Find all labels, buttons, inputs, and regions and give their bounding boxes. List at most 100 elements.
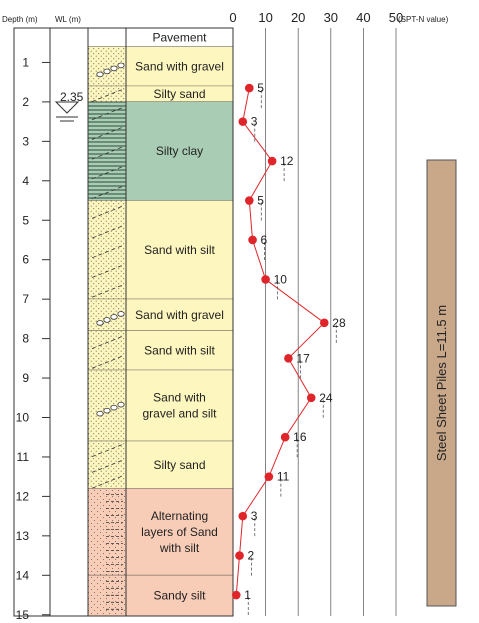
gravel-icon [96, 320, 104, 326]
water-level-triangle [54, 101, 80, 114]
spt-value-label: 2 [248, 549, 255, 563]
depth-tick-label: 6 [22, 253, 29, 267]
spt-value-label: 5 [257, 81, 264, 95]
spt-value-label: 11 [277, 470, 290, 484]
layer-name: Alternating [151, 509, 208, 523]
gravel-icon [110, 65, 118, 72]
water-level-label: 2.35 [60, 90, 84, 104]
gravel-icon [117, 311, 125, 317]
spt-value-label: 28 [332, 316, 346, 330]
layer-fill [126, 101, 233, 201]
spt-point [248, 235, 257, 245]
gravel-icon [96, 410, 104, 417]
layer-hatch [91, 166, 123, 180]
spt-point [319, 318, 329, 328]
depth-tick-label: 14 [16, 568, 30, 582]
gravel-icon [117, 401, 125, 408]
layer-fill [126, 330, 233, 371]
depth-tick-label: 2 [22, 95, 29, 109]
depth-tick-label: 15 [16, 608, 30, 622]
spt-tick-label: 0 [229, 10, 236, 25]
layer-hatch [91, 475, 123, 489]
spt-point [267, 156, 277, 166]
spt-point [261, 275, 270, 284]
layer-fill [126, 200, 233, 300]
gravel-icon [96, 71, 104, 78]
layer-pattern [88, 101, 126, 201]
layer-name: Silty clay [156, 144, 203, 158]
layer-pattern [88, 330, 126, 371]
spt-grid [265, 28, 397, 616]
depth-header-label: Depth (m) [2, 15, 38, 24]
layer-hatch [91, 146, 123, 160]
layer-name: Pavement [152, 30, 207, 44]
layer-name: Sand with gravel [135, 59, 224, 73]
layer-name: Sand with silt [144, 243, 215, 257]
layer-name: with silt [159, 541, 200, 555]
spt-value-label: 16 [293, 430, 307, 444]
layer-fill [126, 370, 233, 442]
layer-name: Sandy silt [153, 589, 206, 603]
spt-value-label: 24 [319, 391, 333, 405]
layer-pattern [88, 86, 126, 102]
spt-value-label: 5 [257, 194, 264, 208]
layer-hatch [91, 460, 123, 473]
layer-hatch [91, 107, 123, 121]
layer-fill [126, 86, 233, 102]
depth-tick-label: 12 [16, 489, 30, 503]
layer-fill [126, 46, 233, 87]
depth-tick-label: 13 [16, 529, 30, 543]
spt-point [238, 117, 248, 126]
pile-label: Steel Sheet Piles L=11.5 m [434, 305, 449, 461]
layer-fill [126, 299, 233, 331]
spt-value-label: 17 [296, 351, 310, 365]
spt-tick-label: 10 [258, 10, 272, 25]
frame-border [13, 27, 234, 617]
layer-pattern [88, 200, 126, 300]
layer-name: Silty sand [153, 458, 205, 472]
spt-curve: 5 3 12 5 6 10 28 17 24 16 11 3 2 1 [231, 81, 346, 616]
layer-fill [126, 28, 233, 47]
layer-name: layers of Sand [141, 525, 218, 539]
spt-line [235, 87, 326, 596]
layer-hatch [91, 444, 123, 458]
layer-hatch [91, 186, 123, 200]
layer-name: Sand with gravel [135, 308, 224, 322]
spt-value-label: 12 [280, 154, 294, 168]
gravel-icon [117, 62, 125, 69]
gravel-icon [103, 68, 111, 75]
spt-tick-label: 50 [389, 10, 403, 25]
layer-hatch [91, 89, 123, 102]
spt-axis-ticks: 0 10 20 30 40 50 [229, 10, 403, 25]
layer-hatch [91, 336, 123, 349]
layer-name: Sand with silt [144, 343, 215, 357]
steel-sheet-pile: Steel Sheet Piles L=11.5 m [426, 159, 457, 607]
layer-hatch [91, 127, 123, 140]
layer-name: gravel and silt [142, 407, 217, 421]
spt-point [264, 472, 274, 481]
spt-point [245, 196, 254, 205]
layer-name: Sand with [153, 391, 206, 405]
spt-value-label: 10 [274, 272, 288, 286]
depth-tick-label: 7 [22, 292, 29, 306]
depth-tick-label: 9 [22, 371, 29, 385]
layer-hatch [91, 284, 123, 298]
spt-value-label: 3 [251, 115, 258, 129]
spt-point [306, 393, 316, 403]
layer-hatch [91, 245, 123, 259]
spt-value-label: 3 [251, 509, 258, 523]
pile-bar [426, 159, 457, 607]
gravel-icon [110, 314, 118, 320]
spt-tick-label: 20 [291, 10, 305, 25]
spt-point [280, 432, 290, 442]
depth-tick-label: 4 [22, 174, 29, 188]
gravel-icon [103, 407, 111, 414]
depth-tick-label: 3 [22, 134, 29, 148]
layer-fill [126, 441, 233, 489]
layer-hatch [91, 205, 123, 219]
wl-header-label: WL (m) [55, 15, 81, 24]
spt-point [235, 551, 244, 560]
spt-point [231, 590, 241, 600]
